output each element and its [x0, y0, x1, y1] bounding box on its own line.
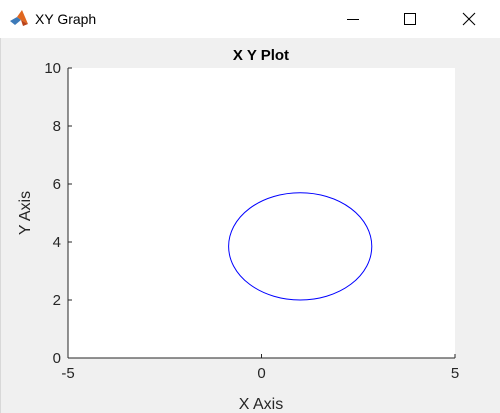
- y-tick-label: 8: [53, 118, 61, 135]
- x-tick-label: 5: [451, 365, 459, 382]
- maximize-button[interactable]: [381, 0, 441, 38]
- minimize-icon: [347, 19, 359, 20]
- plot-title: X Y Plot: [233, 47, 289, 64]
- series-layer: [228, 192, 373, 301]
- y-tick-label: 6: [53, 176, 61, 193]
- plot-axes-box: [68, 68, 455, 358]
- maximize-icon: [404, 13, 416, 25]
- window-title: XY Graph: [35, 11, 97, 27]
- y-axis-label: Y Axis: [17, 191, 34, 235]
- close-icon: [462, 12, 476, 26]
- x-tick-label: -5: [61, 365, 74, 382]
- close-button[interactable]: [440, 0, 500, 38]
- matlab-logo-icon: [9, 8, 29, 28]
- x-tick-label: 0: [257, 365, 265, 382]
- minimize-button[interactable]: [324, 0, 384, 38]
- series-line: [228, 192, 373, 301]
- figure-canvas: -5 0 5 0 2 4 6 8 10 X Y Plot X Axis Y Axis: [0, 38, 500, 413]
- y-tick-label: 0: [53, 350, 61, 367]
- window-titlebar: XY Graph: [0, 0, 500, 38]
- y-tick-label: 4: [53, 234, 61, 251]
- y-tick-label: 10: [44, 60, 61, 77]
- x-axis-label: X Axis: [239, 396, 283, 413]
- axis-ticks: [67, 67, 456, 359]
- y-tick-label: 2: [53, 292, 61, 309]
